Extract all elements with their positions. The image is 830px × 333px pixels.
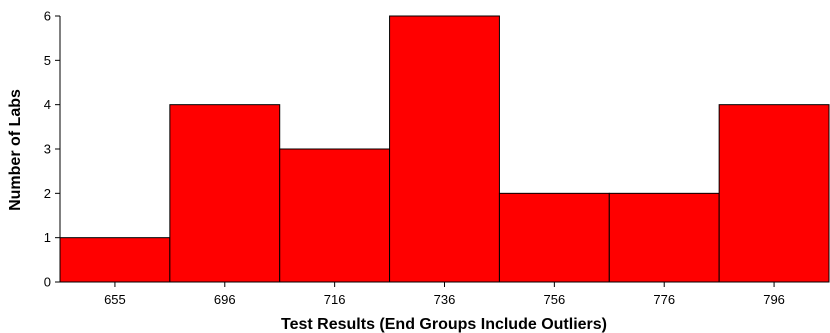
x-tick-label-736: 736 (434, 292, 456, 307)
bar-716 (279, 148, 391, 283)
x-tick-label-756: 756 (544, 292, 566, 307)
bar-776 (608, 192, 720, 283)
y-tick-label-6: 6 (44, 9, 51, 24)
x-tick-label-696: 696 (214, 292, 236, 307)
bar-796 (718, 104, 830, 283)
bar-756 (498, 192, 610, 283)
axes-group: 0 1 2 3 4 5 6 655 696 716 736 756 776 796 (44, 9, 829, 307)
bar-736 (389, 15, 500, 283)
y-axis-title: Number of Labs (7, 89, 24, 211)
bar-696 (169, 104, 281, 283)
y-tick-label-5: 5 (44, 53, 51, 68)
y-tick-label-4: 4 (44, 97, 51, 112)
x-tick-label-655: 655 (104, 292, 126, 307)
bar-655 (59, 237, 171, 283)
y-tick-label-1: 1 (44, 230, 51, 245)
x-tick-label-716: 716 (324, 292, 346, 307)
bars-group (59, 15, 830, 283)
x-tick-label-776: 776 (653, 292, 675, 307)
y-tick-label-2: 2 (44, 186, 51, 201)
x-axis-title: Test Results (End Groups Include Outlier… (281, 316, 607, 333)
y-tick-label-3: 3 (44, 142, 51, 157)
y-tick-label-0: 0 (44, 275, 51, 290)
x-tick-label-796: 796 (763, 292, 785, 307)
